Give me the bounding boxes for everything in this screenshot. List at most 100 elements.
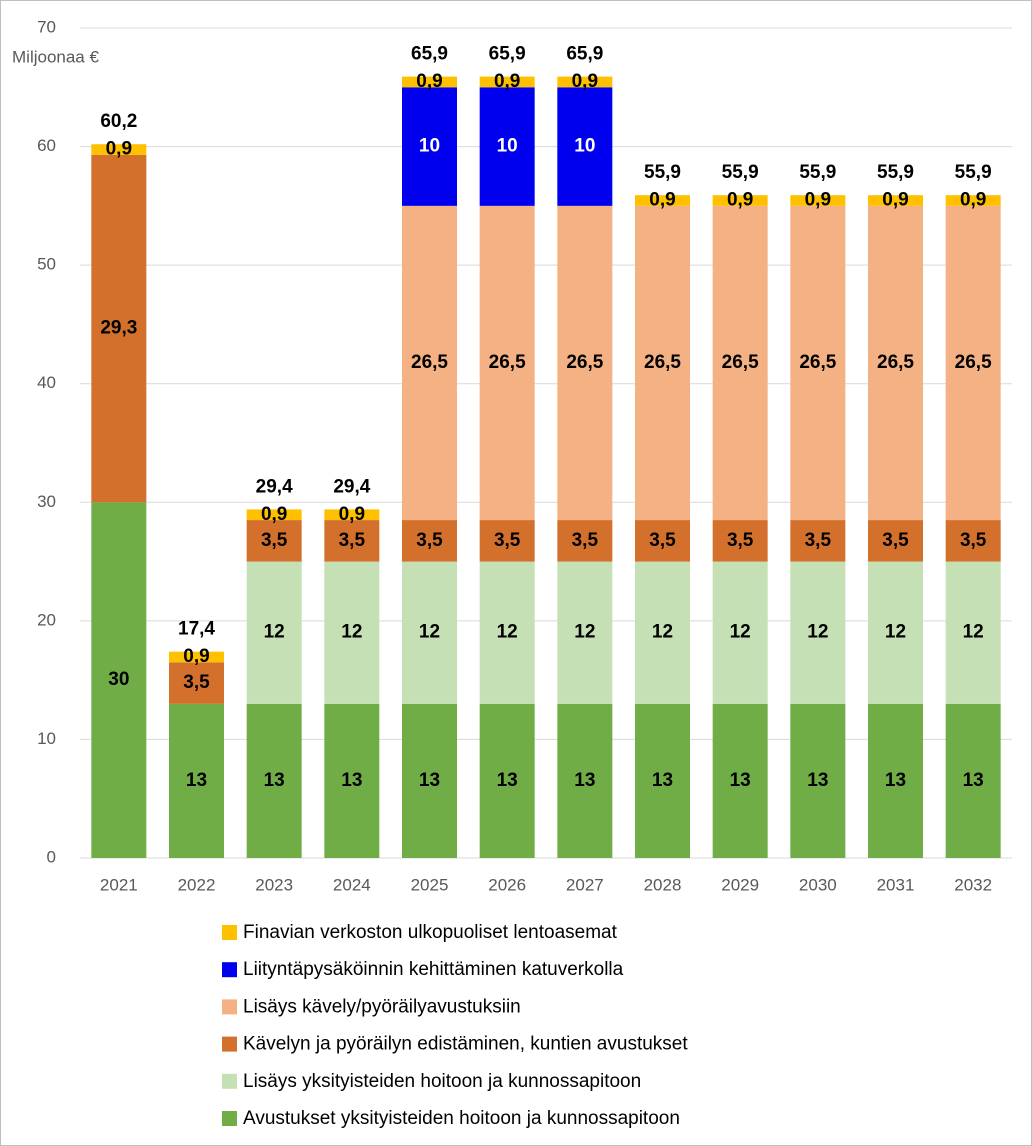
total-label: 29,4 xyxy=(256,476,293,497)
bar-segment xyxy=(479,561,535,704)
x-tick-label: 2030 xyxy=(799,875,837,894)
data-label: 13 xyxy=(963,770,984,791)
bar-segment xyxy=(712,205,768,521)
y-tick-label: 20 xyxy=(37,610,56,629)
legend-label: Lisäys yksityisteiden hoitoon ja kunnoss… xyxy=(243,1071,641,1092)
bar-segment xyxy=(790,520,846,562)
data-label: 13 xyxy=(497,770,518,791)
bar-segment xyxy=(557,520,613,562)
bar-segment xyxy=(635,205,690,521)
data-label: 0,9 xyxy=(416,71,442,92)
total-label: 55,9 xyxy=(877,162,914,183)
data-label: 12 xyxy=(885,622,906,643)
y-tick-label: 0 xyxy=(47,847,56,866)
legend-swatch xyxy=(222,1111,237,1126)
total-label: 60,2 xyxy=(100,111,137,132)
data-label: 0,9 xyxy=(727,190,753,211)
total-label: 55,9 xyxy=(955,162,992,183)
y-tick-label: 30 xyxy=(37,492,56,511)
x-tick-label: 2032 xyxy=(954,875,992,894)
legend-label: Avustukset yksityisteiden hoitoon ja kun… xyxy=(243,1108,680,1129)
data-label: 0,9 xyxy=(339,504,365,525)
data-label: 12 xyxy=(807,622,828,643)
data-label: 3,5 xyxy=(882,530,909,551)
data-label: 26,5 xyxy=(799,352,836,373)
x-tick-label: 2022 xyxy=(178,875,216,894)
data-label: 3,5 xyxy=(572,530,599,551)
bar-segment xyxy=(557,205,613,521)
data-label: 0,9 xyxy=(494,71,520,92)
bar-segment xyxy=(479,87,535,206)
data-label: 13 xyxy=(419,770,440,791)
y-tick-label: 60 xyxy=(37,136,56,155)
bar-segment xyxy=(557,561,613,704)
bar-segment xyxy=(246,703,302,858)
bar-segment xyxy=(635,195,690,206)
bar-segment xyxy=(169,662,224,704)
bar-segment xyxy=(635,703,690,858)
bar-segment xyxy=(169,703,224,858)
bar-segment xyxy=(324,509,380,521)
data-label: 26,5 xyxy=(566,352,603,373)
legend-swatch xyxy=(222,1036,237,1052)
data-label: 3,5 xyxy=(805,530,832,551)
bar-segment xyxy=(790,195,846,206)
data-label: 0,9 xyxy=(261,504,287,525)
data-label: 3,5 xyxy=(494,530,521,551)
bar-segment xyxy=(712,520,768,562)
legend-swatch xyxy=(222,962,237,978)
bar-segment xyxy=(479,205,535,521)
bar-segment xyxy=(868,205,923,521)
total-label: 29,4 xyxy=(333,476,370,497)
bar-segment xyxy=(479,703,535,858)
bar-segment xyxy=(945,703,1001,858)
data-label: 12 xyxy=(341,622,362,643)
data-label: 10 xyxy=(574,136,595,157)
bar-segment xyxy=(402,87,457,206)
data-label: 12 xyxy=(264,622,285,643)
data-label: 3,5 xyxy=(649,530,676,551)
bar-segment xyxy=(479,520,535,562)
bar-segment xyxy=(635,561,690,704)
bar-segment xyxy=(868,195,923,206)
bar-segment xyxy=(246,561,302,704)
bar-segment xyxy=(790,561,846,704)
data-label: 13 xyxy=(807,770,828,791)
bar-segment xyxy=(712,703,768,858)
bar-segment xyxy=(402,76,457,88)
data-label: 13 xyxy=(186,770,207,791)
data-label: 12 xyxy=(730,622,751,643)
bar-segment xyxy=(91,502,147,858)
y-axis-label: Miljoonaa € xyxy=(12,47,99,66)
bar-segment xyxy=(790,703,846,858)
x-tick-label: 2023 xyxy=(255,875,293,894)
y-tick-label: 10 xyxy=(37,729,56,748)
x-tick-label: 2027 xyxy=(566,875,604,894)
data-label: 13 xyxy=(730,770,751,791)
legend-label: Liityntäpysäköinnin kehittäminen katuver… xyxy=(243,959,624,980)
bar-segment xyxy=(402,205,457,521)
bar-segment xyxy=(557,76,613,88)
data-label: 30 xyxy=(108,669,129,690)
legend-label: Finavian verkoston ulkopuoliset lentoase… xyxy=(243,922,618,943)
total-label: 65,9 xyxy=(489,44,526,65)
data-label: 13 xyxy=(885,770,906,791)
bar-segment xyxy=(557,87,613,206)
data-label: 13 xyxy=(341,770,362,791)
legend-swatch xyxy=(222,999,237,1015)
y-tick-label: 50 xyxy=(37,255,56,274)
x-tick-label: 2031 xyxy=(877,875,915,894)
data-label: 12 xyxy=(652,622,673,643)
total-label: 17,4 xyxy=(178,619,215,640)
x-tick-label: 2025 xyxy=(411,875,449,894)
bar-segment xyxy=(246,520,302,562)
data-label: 13 xyxy=(264,770,285,791)
y-tick-label: 40 xyxy=(37,373,56,392)
bar-segment xyxy=(945,520,1001,562)
data-label: 26,5 xyxy=(644,352,681,373)
data-label: 26,5 xyxy=(489,352,526,373)
bar-segment xyxy=(712,561,768,704)
bar-segment xyxy=(790,205,846,521)
bar-segment xyxy=(945,561,1001,704)
